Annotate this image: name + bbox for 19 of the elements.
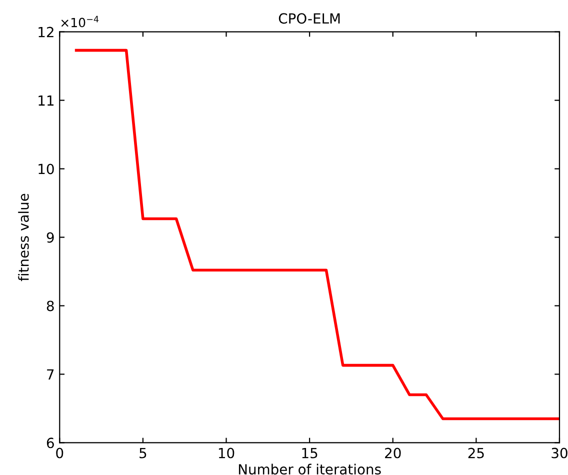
x-tick-label: 10 — [218, 448, 234, 458]
y-tick-label: 9 — [46, 232, 54, 243]
y-tick-label: 8 — [46, 300, 54, 312]
x-tick-label: 0 — [56, 448, 64, 458]
x-tick-label: 30 — [552, 448, 568, 458]
y-tick-label: 10 — [38, 164, 54, 174]
y-tick-label: 6 — [46, 438, 54, 448]
y-axis-title: fitness value — [18, 194, 29, 282]
x-tick-label: 15 — [302, 448, 318, 458]
chart-title: CPO-ELM — [278, 13, 340, 24]
x-tick-label: 20 — [385, 448, 401, 458]
y-tick-label: 11 — [38, 95, 54, 106]
text: ×10$^{−4}$ — [61, 16, 99, 28]
line-series — [74, 48, 560, 420]
x-tick-label: 5 — [140, 448, 146, 458]
y-tick-label: 12 — [38, 26, 54, 38]
y-tick-label: 7 — [47, 369, 54, 380]
x-tick-label: 25 — [468, 448, 484, 458]
x-axis-title: Number of iterations — [238, 464, 381, 475]
